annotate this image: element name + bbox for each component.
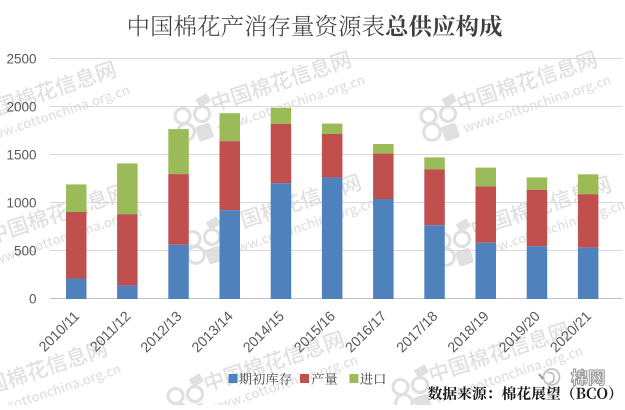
svg-text:1000: 1000 — [6, 196, 36, 211]
svg-text:1500: 1500 — [6, 148, 36, 163]
svg-text:2500: 2500 — [6, 52, 36, 67]
svg-text:2000: 2000 — [6, 100, 36, 115]
svg-text:500: 500 — [14, 244, 37, 259]
svg-text:0: 0 — [29, 292, 37, 307]
